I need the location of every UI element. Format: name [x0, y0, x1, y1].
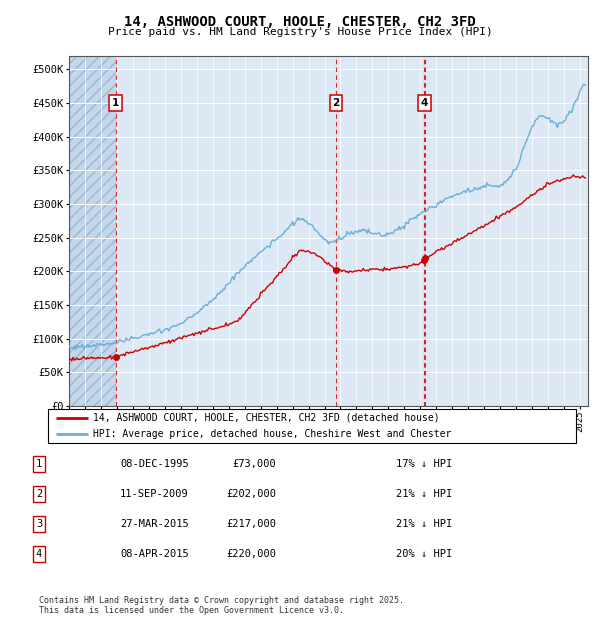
- Text: 08-APR-2015: 08-APR-2015: [120, 549, 189, 559]
- Text: 3: 3: [36, 519, 42, 529]
- Text: 14, ASHWOOD COURT, HOOLE, CHESTER, CH2 3FD (detached house): 14, ASHWOOD COURT, HOOLE, CHESTER, CH2 3…: [93, 413, 440, 423]
- Text: 27-MAR-2015: 27-MAR-2015: [120, 519, 189, 529]
- Text: 08-DEC-1995: 08-DEC-1995: [120, 459, 189, 469]
- Text: 17% ↓ HPI: 17% ↓ HPI: [396, 459, 452, 469]
- Text: 2: 2: [332, 98, 340, 108]
- Text: £220,000: £220,000: [226, 549, 276, 559]
- Text: Contains HM Land Registry data © Crown copyright and database right 2025.
This d: Contains HM Land Registry data © Crown c…: [39, 596, 404, 615]
- Text: £217,000: £217,000: [226, 519, 276, 529]
- Text: 1: 1: [112, 98, 119, 108]
- Text: £73,000: £73,000: [232, 459, 276, 469]
- Text: 1: 1: [36, 459, 42, 469]
- Text: 14, ASHWOOD COURT, HOOLE, CHESTER, CH2 3FD: 14, ASHWOOD COURT, HOOLE, CHESTER, CH2 3…: [124, 15, 476, 29]
- Text: 2: 2: [36, 489, 42, 499]
- Text: HPI: Average price, detached house, Cheshire West and Chester: HPI: Average price, detached house, Ches…: [93, 429, 451, 439]
- Text: 11-SEP-2009: 11-SEP-2009: [120, 489, 189, 499]
- Text: 4: 4: [421, 98, 428, 108]
- Text: 21% ↓ HPI: 21% ↓ HPI: [396, 519, 452, 529]
- Text: 4: 4: [36, 549, 42, 559]
- Text: 20% ↓ HPI: 20% ↓ HPI: [396, 549, 452, 559]
- FancyBboxPatch shape: [48, 409, 576, 443]
- Text: 21% ↓ HPI: 21% ↓ HPI: [396, 489, 452, 499]
- Text: Price paid vs. HM Land Registry's House Price Index (HPI): Price paid vs. HM Land Registry's House …: [107, 27, 493, 37]
- Text: £202,000: £202,000: [226, 489, 276, 499]
